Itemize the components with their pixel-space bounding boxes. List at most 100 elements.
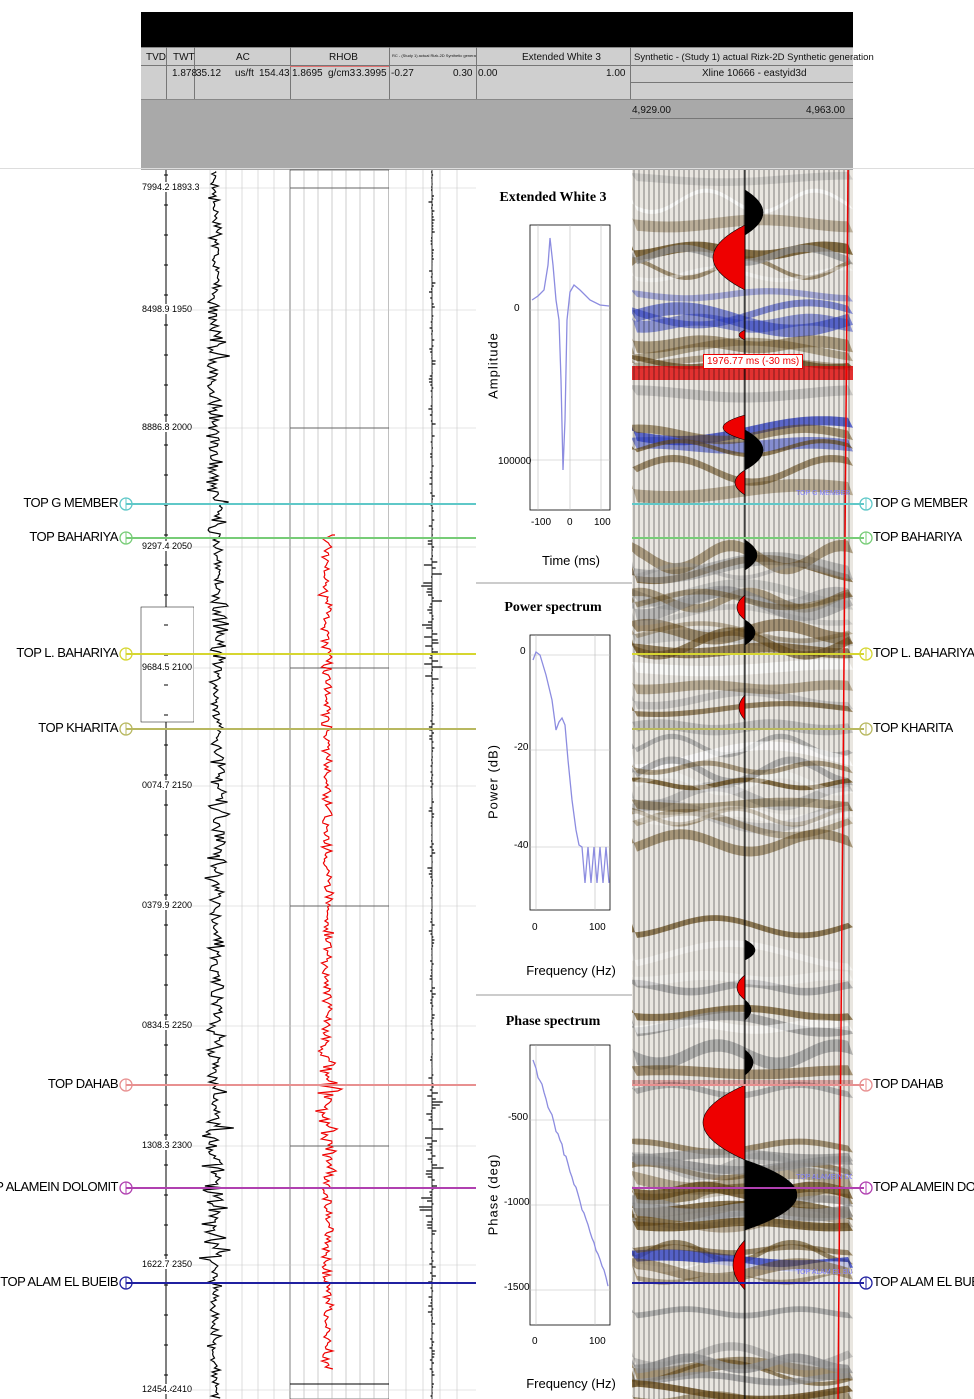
twt-tick-label: 2000 bbox=[172, 422, 193, 432]
rc-header[interactable]: RC - (Study 1) actual Rizk-2D Synthetic … bbox=[392, 53, 476, 58]
tvd-tick-label: 8886.8 bbox=[142, 422, 170, 432]
rhob-min: 1.8695 bbox=[292, 68, 323, 79]
seismic-reflector bbox=[632, 552, 853, 584]
seismic-section[interactable] bbox=[632, 170, 853, 1399]
twt-header[interactable]: TWT bbox=[173, 52, 195, 63]
seismic-reflector bbox=[632, 719, 853, 736]
seismic-reflector bbox=[632, 1202, 853, 1222]
marker-label-left[interactable]: TOP G MEMBER bbox=[23, 495, 118, 510]
synthetic-wiggle-lobe bbox=[702, 1084, 746, 1161]
marker-label-right[interactable]: TOP ALAM EL BUEIB bbox=[873, 1274, 974, 1289]
twt-tick-label: 2050 bbox=[172, 541, 193, 551]
seismic-reflector bbox=[632, 805, 853, 826]
seismic-reflector bbox=[632, 188, 853, 214]
phase-ytick: -500 bbox=[508, 1112, 529, 1123]
phase-xtick: 100 bbox=[589, 1336, 606, 1347]
power-xtick: 100 bbox=[589, 922, 606, 933]
plot-frame bbox=[529, 1044, 611, 1326]
tvd-header[interactable]: TVD bbox=[146, 52, 166, 63]
power-ylabel: Power (dB) bbox=[485, 743, 501, 820]
header-divider bbox=[166, 47, 167, 99]
seismic-reflector bbox=[632, 659, 853, 677]
seismic-reflector bbox=[632, 171, 853, 186]
well-tops bbox=[119, 497, 873, 1290]
wavelet-ylabel: Amplitude bbox=[485, 332, 501, 399]
marker-label-left[interactable]: TOP ALAM EL BUEIB bbox=[0, 1274, 118, 1289]
tvd-tick-label: 1308.3 bbox=[142, 1140, 170, 1150]
marker-label-left[interactable]: TOP L. BAHARIYA bbox=[16, 645, 118, 660]
ac-header[interactable]: AC bbox=[236, 52, 250, 63]
twt-tick-label: 1893.3 bbox=[172, 182, 200, 192]
wavelet-xtick: 0 bbox=[567, 517, 573, 528]
phase-xtick: 0 bbox=[532, 1336, 538, 1347]
seismic-reflector bbox=[632, 539, 853, 575]
seismic-reflector bbox=[632, 799, 853, 834]
header-divider bbox=[630, 82, 853, 83]
tvd-tick-label: 7994.2 bbox=[142, 182, 170, 192]
rhob-track bbox=[289, 169, 390, 1399]
seismic-marker-tag: TOP G MEMBER bbox=[796, 490, 851, 497]
wavelet-header[interactable]: Extended White 3 bbox=[522, 52, 601, 63]
seismic-reflector bbox=[632, 335, 853, 354]
seismic-reflector bbox=[632, 771, 853, 796]
ac-curve bbox=[198, 171, 234, 1399]
seismic-reflector bbox=[632, 733, 853, 758]
ac-max: 154.43 bbox=[259, 68, 290, 79]
seismic-reflector bbox=[632, 777, 853, 791]
wavelet-curve bbox=[531, 237, 610, 471]
time-shift-label[interactable]: 1976.77 ms (-30 ms) bbox=[703, 354, 804, 369]
power-ytick: 0 bbox=[520, 646, 526, 657]
marker-label-right[interactable]: TOP KHARITA bbox=[873, 720, 953, 735]
seismic-reflector bbox=[632, 741, 853, 774]
rhob-header[interactable]: RHOB bbox=[329, 52, 358, 63]
tvd-tick-label: 0379.9 bbox=[142, 900, 170, 910]
header-divider bbox=[194, 47, 195, 99]
header-divider bbox=[141, 65, 853, 66]
phase-spectrum-curve bbox=[532, 1059, 609, 1287]
seismic-marker-tag: TOP ALAM EL BUEIB bbox=[796, 1269, 852, 1276]
seismic-reflector bbox=[632, 915, 853, 939]
marker-label-right[interactable]: TOP BAHARIYA bbox=[873, 529, 962, 544]
twt-tick-label: 2100 bbox=[172, 662, 193, 672]
seismic-reflector bbox=[632, 1379, 853, 1399]
power-spectrum-curve bbox=[532, 650, 610, 884]
marker-label-left[interactable]: TOP ALAMEIN DOLOMIT bbox=[0, 1179, 118, 1194]
seismic-reflector bbox=[632, 244, 853, 266]
seismic-reflector bbox=[632, 1181, 853, 1201]
power-ytick: -20 bbox=[514, 742, 529, 753]
header-divider bbox=[389, 47, 390, 99]
synthetic-header[interactable]: Synthetic - (Study 1) actual Rizk-2D Syn… bbox=[634, 52, 874, 63]
seismic-reflector bbox=[632, 439, 853, 458]
x-max: 4,963.00 bbox=[806, 105, 845, 116]
seismic-reflector bbox=[632, 979, 853, 996]
seismic-reflector bbox=[632, 688, 853, 710]
marker-label-right[interactable]: TOP G MEMBER bbox=[873, 495, 968, 510]
seismic-reflector bbox=[632, 1019, 853, 1034]
marker-label-left[interactable]: TOP DAHAB bbox=[47, 1076, 119, 1091]
seismic-reflector bbox=[632, 829, 853, 857]
marker-label-left[interactable]: TOP BAHARIYA bbox=[29, 529, 118, 544]
track-header-table bbox=[141, 47, 853, 100]
marker-label-right[interactable]: TOP ALAMEIN DOLOMIT bbox=[873, 1179, 974, 1194]
power-xtick: 0 bbox=[532, 922, 538, 933]
tvd-tick-label: 9297.4 bbox=[142, 541, 170, 551]
plot-frame bbox=[529, 634, 611, 911]
twt-tick-label: 2350 bbox=[172, 1259, 193, 1269]
rhob-max: 3.3995 bbox=[356, 68, 387, 79]
marker-label-right[interactable]: TOP L. BAHARIYA bbox=[873, 645, 974, 660]
marker-label-right[interactable]: TOP DAHAB bbox=[873, 1076, 944, 1091]
track-header-scale-area bbox=[141, 99, 853, 170]
seismic-reflector bbox=[632, 1306, 853, 1319]
header-bar bbox=[141, 12, 853, 47]
marker-label-left[interactable]: TOP KHARITA bbox=[38, 720, 118, 735]
seismic-reflector bbox=[632, 1065, 853, 1080]
ac-unit: us/ft bbox=[235, 68, 254, 79]
seismic-reflector bbox=[632, 808, 853, 839]
wavelet-min: 0.00 bbox=[478, 68, 498, 79]
seismic-red-band bbox=[632, 1080, 853, 1086]
header-divider bbox=[290, 47, 291, 99]
ac-min: 35.12 bbox=[196, 68, 222, 79]
wavelet-xtick: -100 bbox=[531, 517, 552, 528]
twt-tick-label: 2250 bbox=[172, 1020, 193, 1030]
